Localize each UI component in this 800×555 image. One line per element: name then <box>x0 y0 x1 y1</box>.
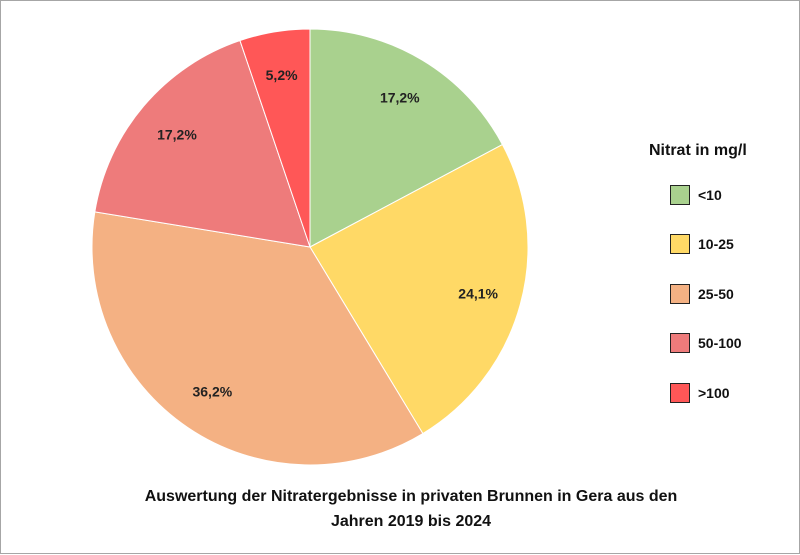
legend-swatch <box>670 234 690 254</box>
legend: Nitrat in mg/l <10 10-25 25-50 50-100 >100 <box>649 142 789 430</box>
chart-title-line-2: Jahren 2019 bis 2024 <box>330 513 492 530</box>
legend-label: 25-50 <box>698 285 734 302</box>
legend-item-25-50: 25-50 <box>670 281 789 306</box>
legend-items: <10 10-25 25-50 50-100 >100 <box>649 182 789 405</box>
legend-title: Nitrat in mg/l <box>649 142 747 159</box>
legend-label: <10 <box>698 186 722 203</box>
pie-slice-10-25 <box>309 143 529 435</box>
pie-slice-lt10 <box>309 28 504 248</box>
data-label-50-100: 17,2% <box>157 126 197 142</box>
legend-label: >100 <box>698 384 730 401</box>
legend-swatch <box>670 283 690 304</box>
pie-slice-gt100 <box>239 28 311 248</box>
legend-item-gt100: >100 <box>670 380 789 405</box>
legend-swatch <box>670 333 690 353</box>
pie-slice-25-50 <box>91 211 424 466</box>
data-label-10-25: 24,1% <box>458 285 498 301</box>
legend-item-10-25: 10-25 <box>670 232 789 257</box>
chart-title-line-1: Auswertung der Nitratergebnisse in priva… <box>144 488 678 505</box>
pie-slice-50-100 <box>94 39 311 248</box>
legend-item-50-100: 50-100 <box>670 331 789 356</box>
data-label-lt10: 17,2% <box>380 89 420 105</box>
legend-item-lt10: <10 <box>670 182 789 207</box>
legend-swatch <box>670 382 690 403</box>
legend-label: 50-100 <box>698 335 742 351</box>
legend-swatch <box>670 184 690 205</box>
legend-label: 10-25 <box>698 236 734 252</box>
data-label-25-50: 36,2% <box>192 383 232 399</box>
data-label-gt100: 5,2% <box>266 67 298 83</box>
chart-title: Auswertung der Nitratergebnisse in priva… <box>61 484 761 534</box>
